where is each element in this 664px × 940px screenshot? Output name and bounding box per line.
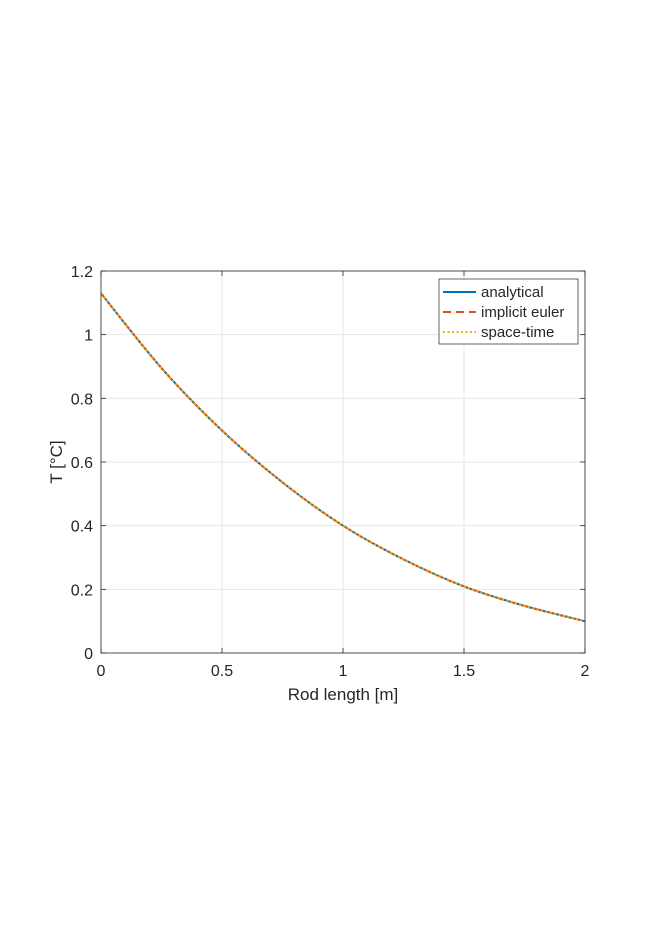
series-layer bbox=[100, 292, 586, 623]
legend-label: implicit euler bbox=[481, 304, 564, 321]
legend-label: space-time bbox=[481, 324, 554, 341]
y-tick-labels: 0 0.2 0.4 0.6 0.8 1 1.2 bbox=[71, 264, 93, 663]
series-line-space-time bbox=[100, 292, 586, 623]
y-tick-label: 1 bbox=[84, 328, 93, 345]
legend: analytical implicit euler space-time bbox=[438, 278, 579, 345]
x-tick-label: 0 bbox=[97, 663, 106, 680]
x-tick-label: 1 bbox=[339, 663, 348, 680]
x-tick-label: 1.5 bbox=[453, 663, 475, 680]
y-tick-label: 1.2 bbox=[71, 264, 93, 281]
y-tick-label: 0.4 bbox=[71, 519, 93, 536]
x-tick-labels: 0 0.5 1 1.5 2 bbox=[97, 663, 590, 680]
y-tick-label: 0.8 bbox=[71, 391, 93, 408]
legend-items: analytical implicit euler space-time bbox=[443, 284, 564, 341]
legend-label: analytical bbox=[481, 284, 544, 301]
y-tick-label: 0 bbox=[84, 646, 93, 663]
y-axis-label: T [°C] bbox=[47, 440, 66, 483]
tick-marks bbox=[100, 270, 586, 654]
x-axis-label: Rod length [m] bbox=[288, 685, 399, 704]
x-tick-label: 2 bbox=[581, 663, 590, 680]
x-tick-label: 0.5 bbox=[211, 663, 233, 680]
y-tick-label: 0.2 bbox=[71, 582, 93, 599]
y-tick-label: 0.6 bbox=[71, 455, 93, 472]
